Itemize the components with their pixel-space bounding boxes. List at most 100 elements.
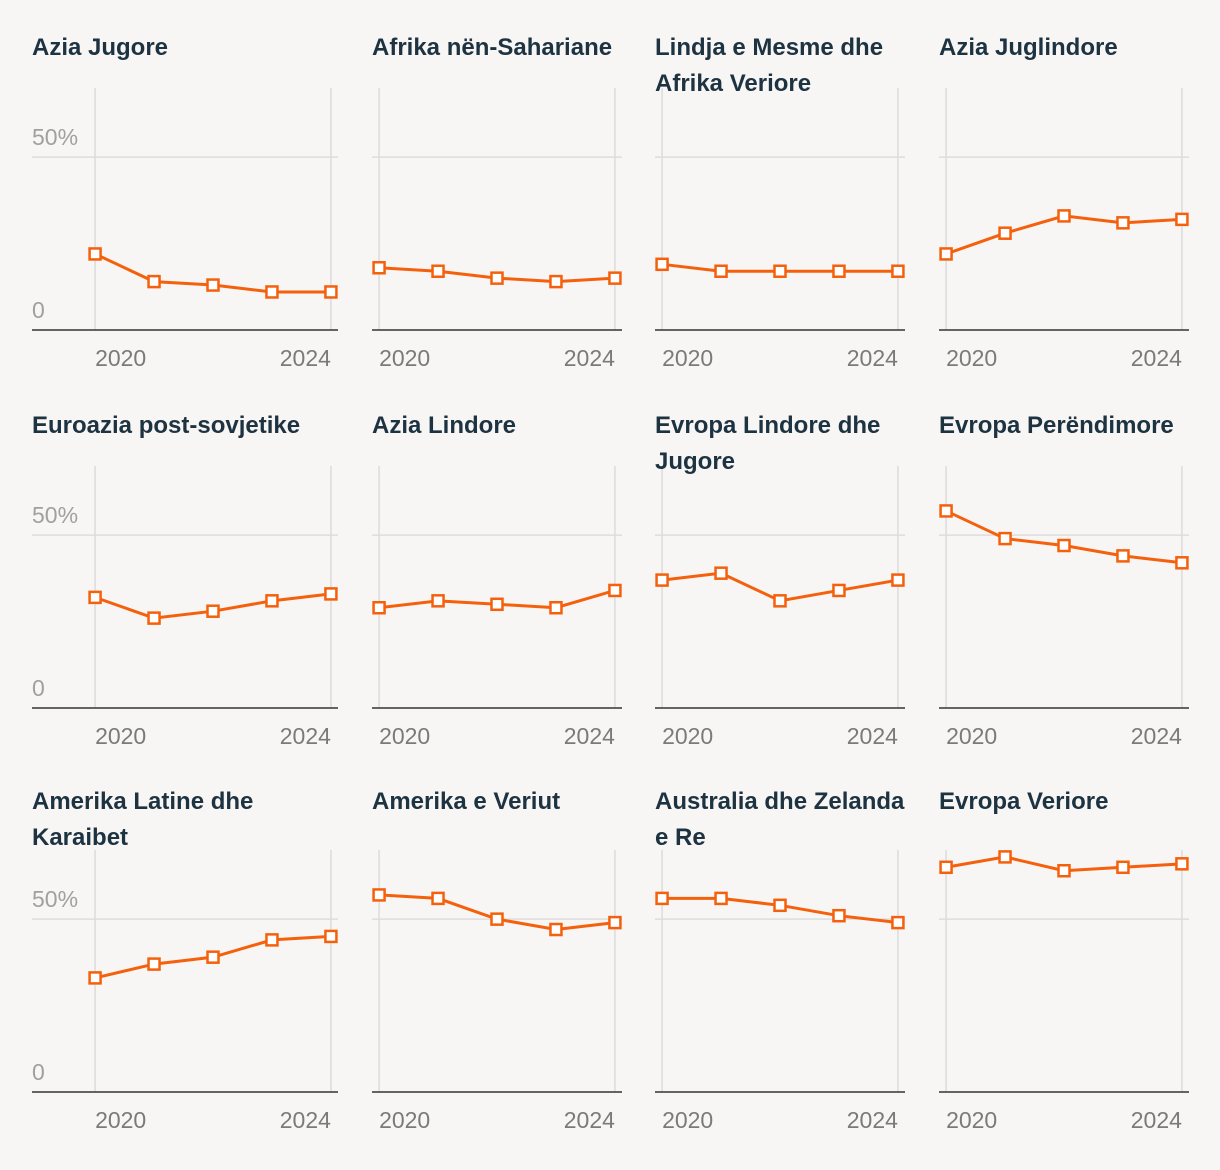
point-marker [939, 247, 953, 261]
x-tick-label: 2020 [379, 723, 430, 749]
point-marker [891, 915, 905, 930]
point-marker [431, 594, 445, 608]
panel-title: Azia Lindore [372, 412, 517, 439]
x-tick-label: 2024 [847, 1107, 898, 1133]
x-tick-label: 2024 [564, 345, 615, 371]
series-line [945, 509, 1183, 565]
panel-title: Amerika e Veriut [372, 788, 561, 815]
y-tick-label: 50% [32, 886, 78, 912]
panel-title: Evropa Veriore [939, 788, 1109, 815]
point-marker [549, 600, 563, 615]
point-marker [832, 583, 846, 598]
point-marker [372, 261, 386, 275]
point-marker [206, 604, 220, 618]
point-marker [608, 583, 622, 598]
y-tick-label: 50% [32, 124, 78, 150]
x-tick-label: 2024 [847, 345, 898, 371]
point-marker [939, 860, 953, 875]
x-tick-label: 2024 [1131, 723, 1182, 749]
x-tick-label: 2020 [946, 723, 997, 749]
point-marker [1116, 216, 1130, 230]
point-marker [608, 271, 622, 285]
panel-title: Azia Juglindore [939, 34, 1118, 61]
point-marker [608, 915, 622, 930]
x-tick-label: 2024 [847, 723, 898, 749]
panel-title: Lindja e Mesme dhe Afrika Veriore [655, 34, 884, 97]
point-marker [1057, 209, 1071, 223]
point-marker [490, 597, 504, 612]
y-tick-label: 0 [32, 297, 45, 323]
point-marker [265, 594, 279, 608]
point-marker [431, 891, 445, 906]
point-marker [265, 285, 279, 299]
point-marker [147, 957, 161, 971]
point-marker [147, 274, 161, 289]
point-marker [714, 566, 728, 580]
x-tick-label: 2020 [662, 1107, 713, 1133]
point-marker [998, 531, 1012, 546]
point-marker [206, 950, 220, 964]
point-marker [549, 274, 563, 289]
x-tick-label: 2020 [95, 723, 146, 749]
point-marker [265, 933, 279, 947]
y-tick-label: 0 [32, 1059, 45, 1085]
x-tick-label: 2024 [280, 723, 331, 749]
point-marker [655, 257, 669, 272]
point-marker [655, 573, 669, 587]
x-tick-label: 2024 [280, 345, 331, 371]
point-marker [773, 594, 787, 608]
panel-title: Euroazia post-sovjetike [32, 412, 301, 439]
panel-title: Australia dhe Zelanda e Re [655, 788, 905, 851]
point-marker [206, 278, 220, 292]
point-marker [88, 247, 102, 261]
point-marker [773, 898, 787, 913]
point-marker [1175, 212, 1189, 227]
x-tick-label: 2020 [946, 345, 997, 371]
point-marker [372, 600, 386, 615]
x-tick-label: 2020 [946, 1107, 997, 1133]
x-tick-label: 2020 [95, 345, 146, 371]
panel-title: Azia Jugore [32, 34, 169, 61]
x-tick-label: 2024 [564, 723, 615, 749]
x-tick-label: 2024 [1131, 1107, 1182, 1133]
point-marker [998, 226, 1012, 240]
point-marker [147, 611, 161, 625]
y-tick-label: 0 [32, 675, 45, 701]
x-tick-label: 2020 [95, 1107, 146, 1133]
point-marker [490, 912, 504, 926]
panel-title: Afrika nën-Sahariane [372, 34, 613, 61]
x-tick-label: 2024 [280, 1107, 331, 1133]
point-marker [714, 264, 728, 278]
panel-title: Amerika Latine dhe Karaibet [32, 788, 254, 851]
point-marker [324, 929, 338, 944]
y-tick-label: 50% [32, 502, 78, 528]
x-tick-label: 2020 [662, 345, 713, 371]
point-marker [490, 271, 504, 285]
point-marker [1057, 538, 1071, 553]
point-marker [773, 264, 787, 278]
point-marker [891, 264, 905, 278]
point-marker [655, 891, 669, 906]
x-tick-label: 2020 [379, 345, 430, 371]
point-marker [1175, 857, 1189, 871]
point-marker [324, 285, 338, 299]
point-marker [324, 587, 338, 601]
point-marker [832, 264, 846, 278]
point-marker [1116, 549, 1130, 563]
point-marker [1116, 860, 1130, 875]
point-marker [939, 504, 953, 518]
point-marker [431, 264, 445, 278]
point-marker [832, 908, 846, 923]
x-tick-label: 2020 [662, 723, 713, 749]
point-marker [549, 922, 563, 937]
x-tick-label: 2024 [1131, 345, 1182, 371]
point-marker [891, 573, 905, 587]
point-marker [88, 590, 102, 605]
x-tick-label: 2020 [379, 1107, 430, 1133]
point-marker [88, 971, 102, 985]
panel-title: Evropa Perëndimore [939, 412, 1174, 439]
point-marker [714, 891, 728, 906]
point-marker [1175, 556, 1189, 570]
